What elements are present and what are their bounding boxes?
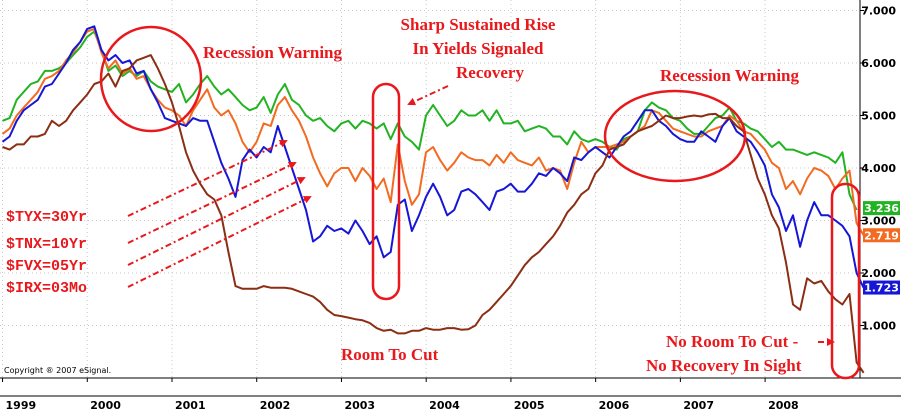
x-tick-label: 2004 bbox=[429, 399, 460, 412]
legend-fvx: $FVX=05Yr bbox=[6, 258, 87, 275]
series-layer bbox=[1, 25, 865, 374]
value-badge: 3.236 bbox=[863, 201, 900, 216]
x-tick-labels: 1999 2000 2001 2002 2003 2004 2005 2006 2007 2008 bbox=[2, 378, 799, 412]
y-tick-labels: 7.000 6.000 5.000 4.000 3.000 2.000 1.000 bbox=[860, 5, 896, 333]
recession-warning-2000-label: Recession Warning bbox=[203, 43, 343, 62]
recession-warning-2006-label: Recession Warning bbox=[660, 66, 800, 85]
recovery-2003-highlight bbox=[371, 82, 401, 301]
y-tick-label: 3.000 bbox=[861, 215, 896, 228]
arrow-tnx bbox=[127, 161, 297, 244]
x-tick-label: 2001 bbox=[175, 399, 206, 412]
y-tick-label: 4.000 bbox=[861, 162, 896, 175]
y-tick-label: 5.000 bbox=[861, 110, 896, 123]
value-badge-label: 2.719 bbox=[864, 229, 899, 242]
no-room-to-cut-label: No Room To Cut - bbox=[666, 332, 799, 351]
x-tick-label: 2006 bbox=[599, 399, 630, 412]
sharp-rise-label-line1: Sharp Sustained Rise bbox=[401, 15, 556, 34]
legend-tnx: $TNX=10Yr bbox=[6, 236, 87, 253]
series-line-irx-03mo bbox=[2, 54, 865, 374]
legend-tyx: $TYX=30Yr bbox=[6, 209, 87, 226]
value-badge-bg bbox=[863, 228, 900, 243]
room-to-cut-label: Room To Cut bbox=[341, 345, 439, 364]
x-tick-label: 2003 bbox=[344, 399, 375, 412]
y-tick-label: 7.000 bbox=[861, 5, 896, 18]
series-line-tnx-10yr bbox=[1, 27, 865, 236]
value-badge-label: 1.723 bbox=[864, 282, 899, 295]
value-badge: 2.719 bbox=[863, 228, 900, 243]
x-tick-label: 2008 bbox=[768, 399, 799, 412]
legend-irx: $IRX=03Mo bbox=[6, 280, 87, 297]
x-tick-label: 2007 bbox=[683, 399, 714, 412]
value-badge: 1.723 bbox=[863, 280, 900, 295]
arrow-fvx bbox=[127, 177, 306, 266]
arrow-tyx bbox=[127, 139, 288, 217]
arrow-irx bbox=[127, 196, 312, 288]
x-tick-label: 2000 bbox=[90, 399, 121, 412]
x-tick-label: 1999 bbox=[6, 399, 37, 412]
series-line-fvx-05yr bbox=[1, 25, 865, 289]
no-recovery-label: No Recovery In Sight bbox=[646, 356, 802, 375]
value-badge-bg bbox=[863, 280, 900, 295]
x-tick-label: 2005 bbox=[514, 399, 545, 412]
y-tick-label: 2.000 bbox=[861, 267, 896, 280]
y-tick-label: 1.000 bbox=[861, 320, 896, 333]
y-tick-label: 6.000 bbox=[861, 57, 896, 70]
value-badge-label: 3.236 bbox=[864, 202, 899, 215]
no-room-2008-highlight bbox=[830, 182, 861, 380]
recession-2000-ellipse bbox=[99, 25, 203, 133]
value-badge-bg bbox=[863, 201, 900, 216]
annotation-shapes bbox=[99, 25, 861, 380]
x-tick-label: 2002 bbox=[260, 399, 291, 412]
copyright-text: Copyright ® 2007 eSignal. bbox=[4, 366, 111, 375]
sharp-rise-label-line2: In Yields Signaled bbox=[412, 39, 544, 58]
sharp-rise-label-line3: Recovery bbox=[456, 63, 524, 82]
recession-2006-ellipse bbox=[603, 89, 747, 183]
value-badges: 3.236 2.719 1.723 bbox=[863, 201, 900, 295]
annotation-arrows bbox=[127, 85, 835, 346]
